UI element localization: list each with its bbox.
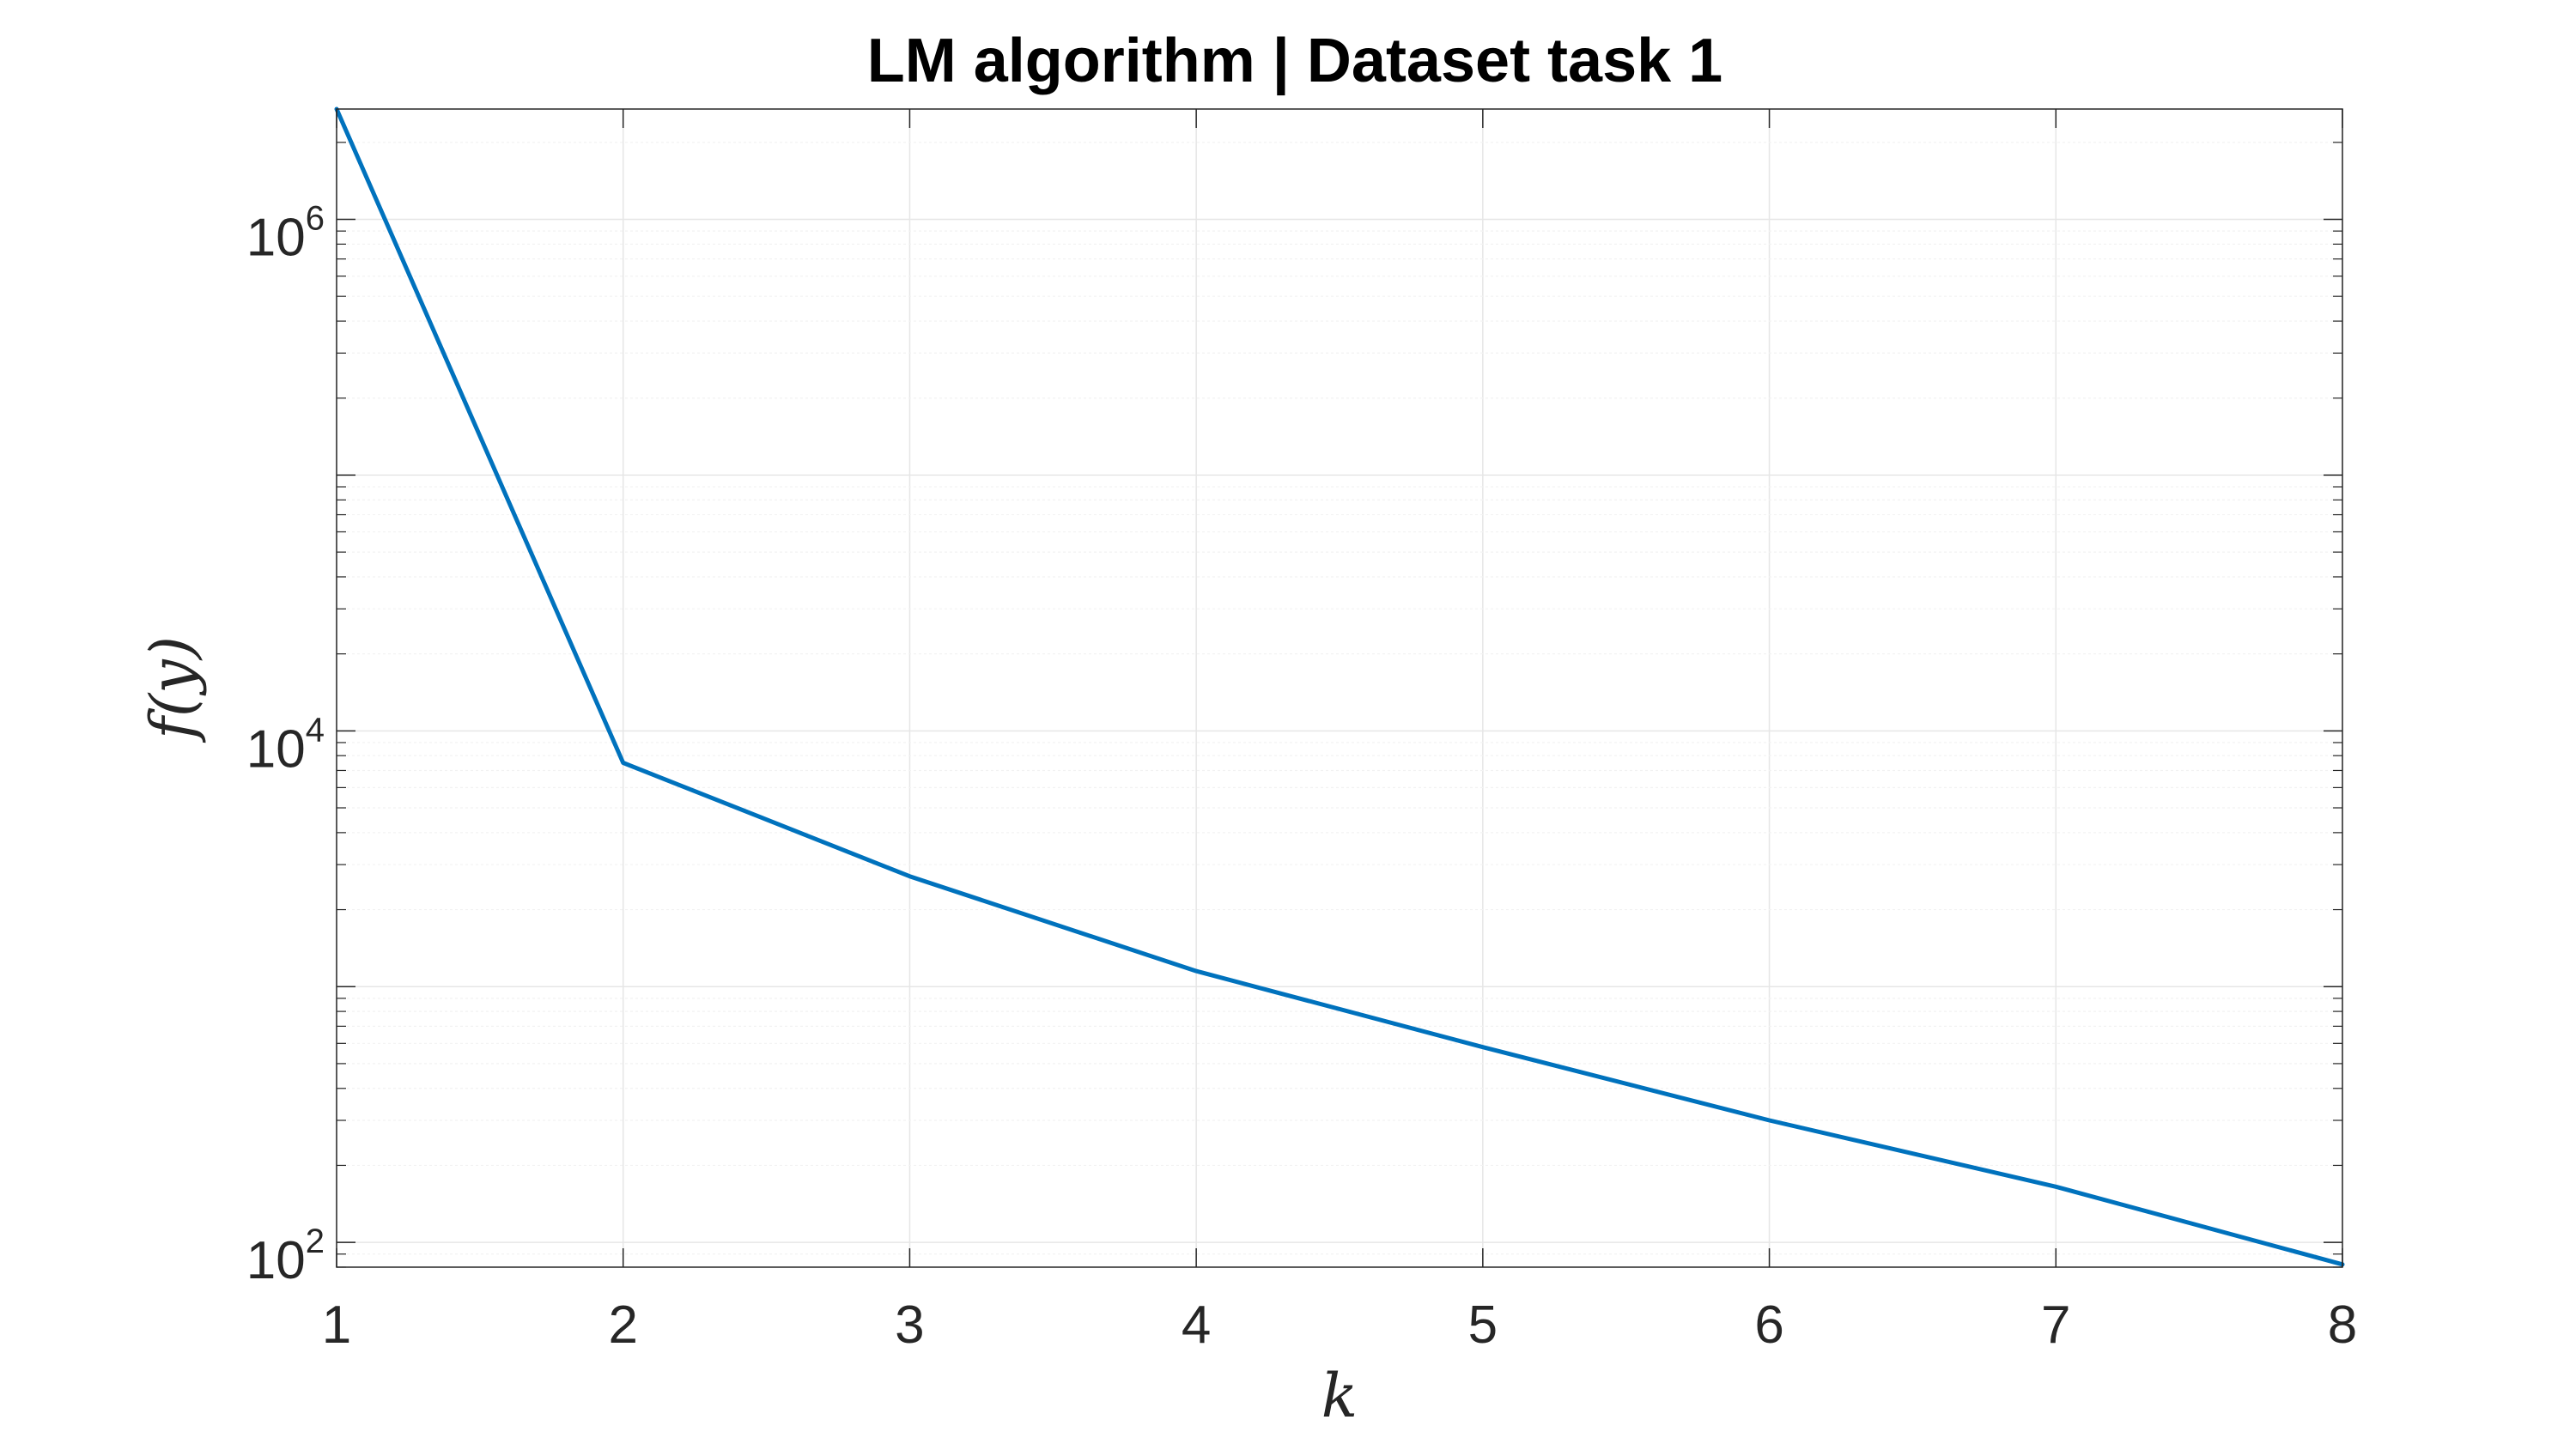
x-tick-label: 6: [1754, 1295, 1783, 1355]
x-tick-label: 5: [1468, 1295, 1498, 1355]
plot-area: [337, 109, 2342, 1267]
x-tick-label: 4: [1182, 1295, 1211, 1355]
x-tick-label: 2: [608, 1295, 637, 1355]
y-axis-label: f(y): [137, 636, 208, 743]
x-tick-label: 3: [895, 1295, 924, 1355]
series-layer: [334, 106, 2345, 1267]
x-tick-labels: 1 2 3 4 5 6 7 8: [322, 1295, 2357, 1355]
series-line: [334, 106, 2345, 1267]
x-tick-label: 1: [322, 1295, 351, 1355]
axis-ticks: [336, 109, 2343, 1268]
x-tick-label: 7: [2041, 1295, 2070, 1355]
x-tick-label: 8: [2328, 1295, 2357, 1355]
x-axis-label: k: [1321, 1361, 1358, 1431]
plot-frame: [336, 108, 2343, 1268]
chart-title: LM algorithm | Dataset task 1: [867, 27, 1722, 95]
y-tick-labels: 102 104 106: [246, 200, 325, 1291]
y-tick-label: 102: [246, 1223, 325, 1290]
y-tick-label: 104: [246, 711, 325, 779]
y-tick-label: 106: [246, 200, 325, 268]
